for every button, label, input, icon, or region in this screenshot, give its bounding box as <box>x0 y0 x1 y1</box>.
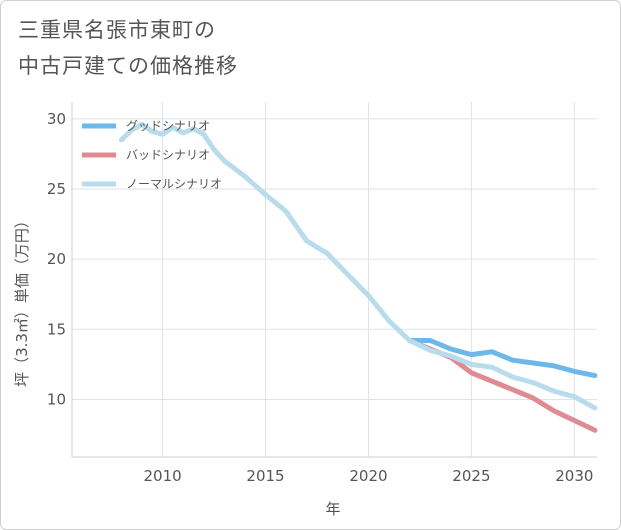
y-tick-label: 30 <box>47 110 66 128</box>
x-axis-label: 年 <box>325 500 340 518</box>
legend-label-bad: バッドシナリオ <box>126 148 210 162</box>
x-tick-label: 2015 <box>246 467 284 485</box>
y-tick-label: 20 <box>47 250 66 268</box>
y-axis-ticks: 10 15 20 25 30 <box>47 110 66 409</box>
y-tick-label: 25 <box>47 180 66 198</box>
chart-title-line-1: 三重県名張市東町の <box>18 18 216 42</box>
y-tick-label: 15 <box>47 320 66 338</box>
x-tick-label: 2020 <box>349 467 387 485</box>
legend-label-good: グッドシナリオ <box>126 119 210 133</box>
y-tick-label: 10 <box>47 390 66 408</box>
x-tick-label: 2010 <box>143 467 181 485</box>
x-tick-label: 2030 <box>555 467 593 485</box>
series-lines <box>118 122 598 433</box>
x-tick-label: 2025 <box>452 467 490 485</box>
series-line-good <box>407 338 598 379</box>
y-axis-label: 坪（3.3㎡）単価（万円） <box>13 213 31 387</box>
legend-label-normal: ノーマルシナリオ <box>126 177 222 191</box>
chart-title: 三重県名張市東町の 中古戸建ての価格推移 <box>18 12 238 84</box>
grid-lines <box>72 102 597 457</box>
x-axis-ticks: 2010 2015 2020 2025 2030 <box>143 467 593 485</box>
chart-title-line-2: 中古戸建ての価格推移 <box>18 54 238 78</box>
series-line-normal <box>118 122 598 411</box>
plot-area <box>71 102 597 458</box>
